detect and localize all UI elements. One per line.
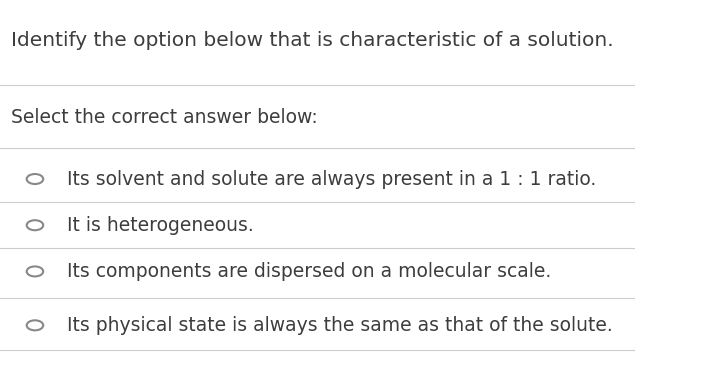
- Text: Its components are dispersed on a molecular scale.: Its components are dispersed on a molecu…: [67, 262, 551, 281]
- Text: It is heterogeneous.: It is heterogeneous.: [67, 216, 254, 235]
- Text: Its solvent and solute are always present in a 1 : 1 ratio.: Its solvent and solute are always presen…: [67, 169, 596, 189]
- Text: Identify the option below that is characteristic of a solution.: Identify the option below that is charac…: [11, 31, 614, 50]
- Text: Its physical state is always the same as that of the solute.: Its physical state is always the same as…: [67, 316, 612, 335]
- Text: Select the correct answer below:: Select the correct answer below:: [11, 108, 318, 127]
